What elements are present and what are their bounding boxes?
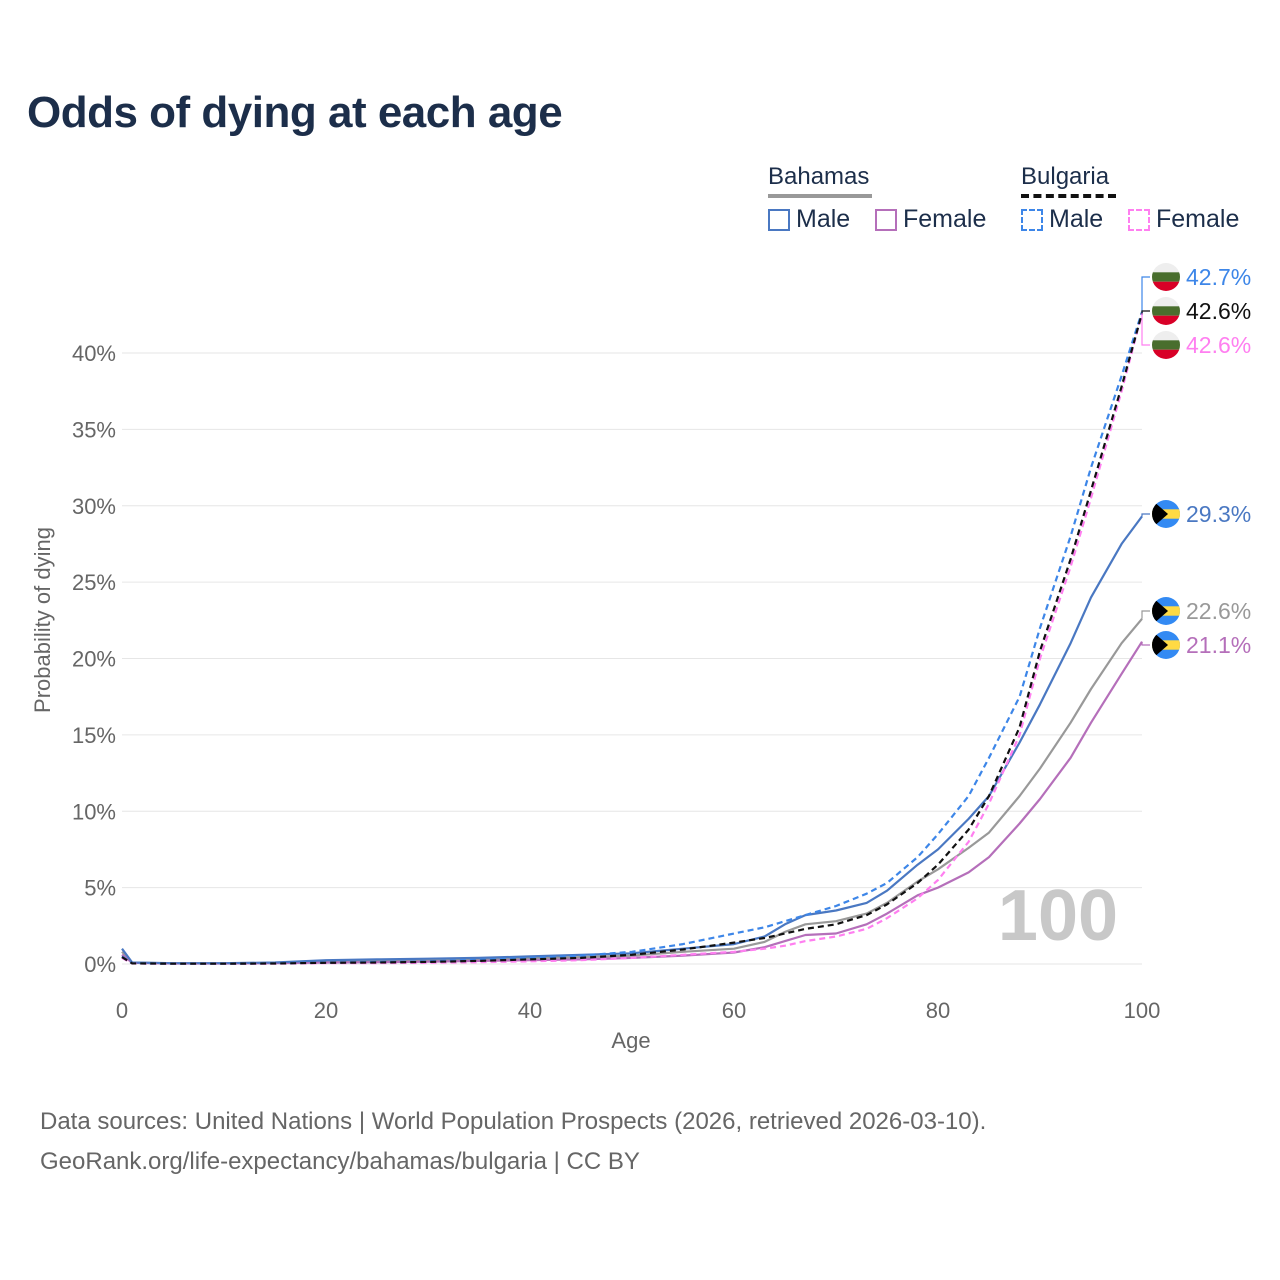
x-tick-label: 80 [926, 998, 950, 1023]
end-label-value: 42.7% [1186, 264, 1251, 290]
y-tick-label: 20% [72, 647, 116, 672]
end-label-connector [1141, 310, 1150, 314]
legend-swatch-bulgaria-male [1021, 208, 1043, 231]
end-label-connector [1141, 610, 1150, 619]
legend-swatch-bulgaria-female [1128, 208, 1150, 231]
legend-swatch-bahamas-female [875, 208, 897, 231]
legend-bulgaria-underline [1021, 194, 1116, 198]
y-tick-label: 35% [72, 417, 116, 442]
end-label-connector [1141, 513, 1150, 517]
legend-bahamas-male-label: Male [796, 205, 851, 233]
legend-bulgaria-title: Bulgaria [1021, 163, 1110, 190]
bulgaria-flag-icon [1152, 263, 1180, 291]
legend-bulgaria-male[interactable]: Male [1021, 205, 1103, 234]
legend-bulgaria-female[interactable]: Female [1128, 205, 1239, 234]
y-tick-label: 30% [72, 494, 116, 519]
bahamas-flag-icon [1152, 631, 1180, 659]
legend-bahamas-male[interactable]: Male [768, 205, 850, 234]
y-tick-label: 10% [72, 799, 116, 824]
series-line-bahamas-both [121, 618, 1143, 965]
grid-lines [122, 352, 1142, 965]
end-labels: 29.3% 21.1% 22.6% 42.7% 42.6% 42.6% [1141, 263, 1251, 659]
legend-bahamas-female[interactable]: Female [875, 205, 986, 234]
x-tick-label: 40 [518, 998, 542, 1023]
footer-url[interactable]: GeoRank.org/life-expectancy/bahamas/bulg… [40, 1148, 640, 1175]
series-line-bulgaria-male [121, 311, 1144, 965]
y-tick-label: 0% [84, 952, 116, 977]
end-label-value: 29.3% [1186, 501, 1251, 527]
end-label-value: 42.6% [1186, 332, 1251, 358]
bahamas-flag-icon [1152, 597, 1180, 625]
series-lines [121, 311, 1144, 965]
legend-bahamas-title: Bahamas [768, 163, 870, 190]
bulgaria-flag-icon [1152, 297, 1180, 325]
end-label-connector [1141, 276, 1150, 312]
legend-bulgaria-female-label: Female [1156, 205, 1240, 233]
axes: 0% 5% 10% 15% 20% 25% 30% 35% 40% 0 20 40 60 80 100 Age… [30, 341, 1160, 1053]
year-watermark: 100 [998, 876, 1118, 956]
y-tick-label: 15% [72, 723, 116, 748]
end-label-value: 22.6% [1186, 598, 1251, 624]
x-tick-label: 100 [1124, 998, 1161, 1023]
y-tick-label: 40% [72, 341, 116, 366]
bulgaria-flag-icon [1152, 331, 1180, 359]
y-tick-label: 5% [84, 876, 116, 901]
legend-bulgaria-male-label: Male [1049, 205, 1104, 233]
y-axis-title: Probability of dying [30, 527, 55, 713]
series-line-bulgaria-both [121, 313, 1144, 965]
series-line-bahamas-male [121, 515, 1143, 965]
chart-title: Odds of dying at each age [27, 88, 563, 137]
legend-bahamas-female-label: Female [903, 205, 987, 233]
end-label-connector [1141, 313, 1150, 346]
x-tick-label: 60 [722, 998, 746, 1023]
series-line-bahamas-female [121, 641, 1143, 965]
y-tick-label: 25% [72, 570, 116, 595]
end-label-value: 21.1% [1186, 632, 1251, 658]
legend-bahamas-underline [768, 194, 872, 198]
bahamas-flag-icon [1152, 500, 1180, 528]
end-label-connector [1141, 641, 1150, 646]
footer-source: Data sources: United Nations | World Pop… [40, 1108, 987, 1135]
x-tick-label: 0 [116, 998, 128, 1023]
legend-swatch-bahamas-male [768, 208, 790, 231]
x-tick-label: 20 [314, 998, 338, 1023]
series-line-bulgaria-female [121, 313, 1144, 965]
x-axis-title: Age [611, 1028, 650, 1053]
end-label-value: 42.6% [1186, 298, 1251, 324]
